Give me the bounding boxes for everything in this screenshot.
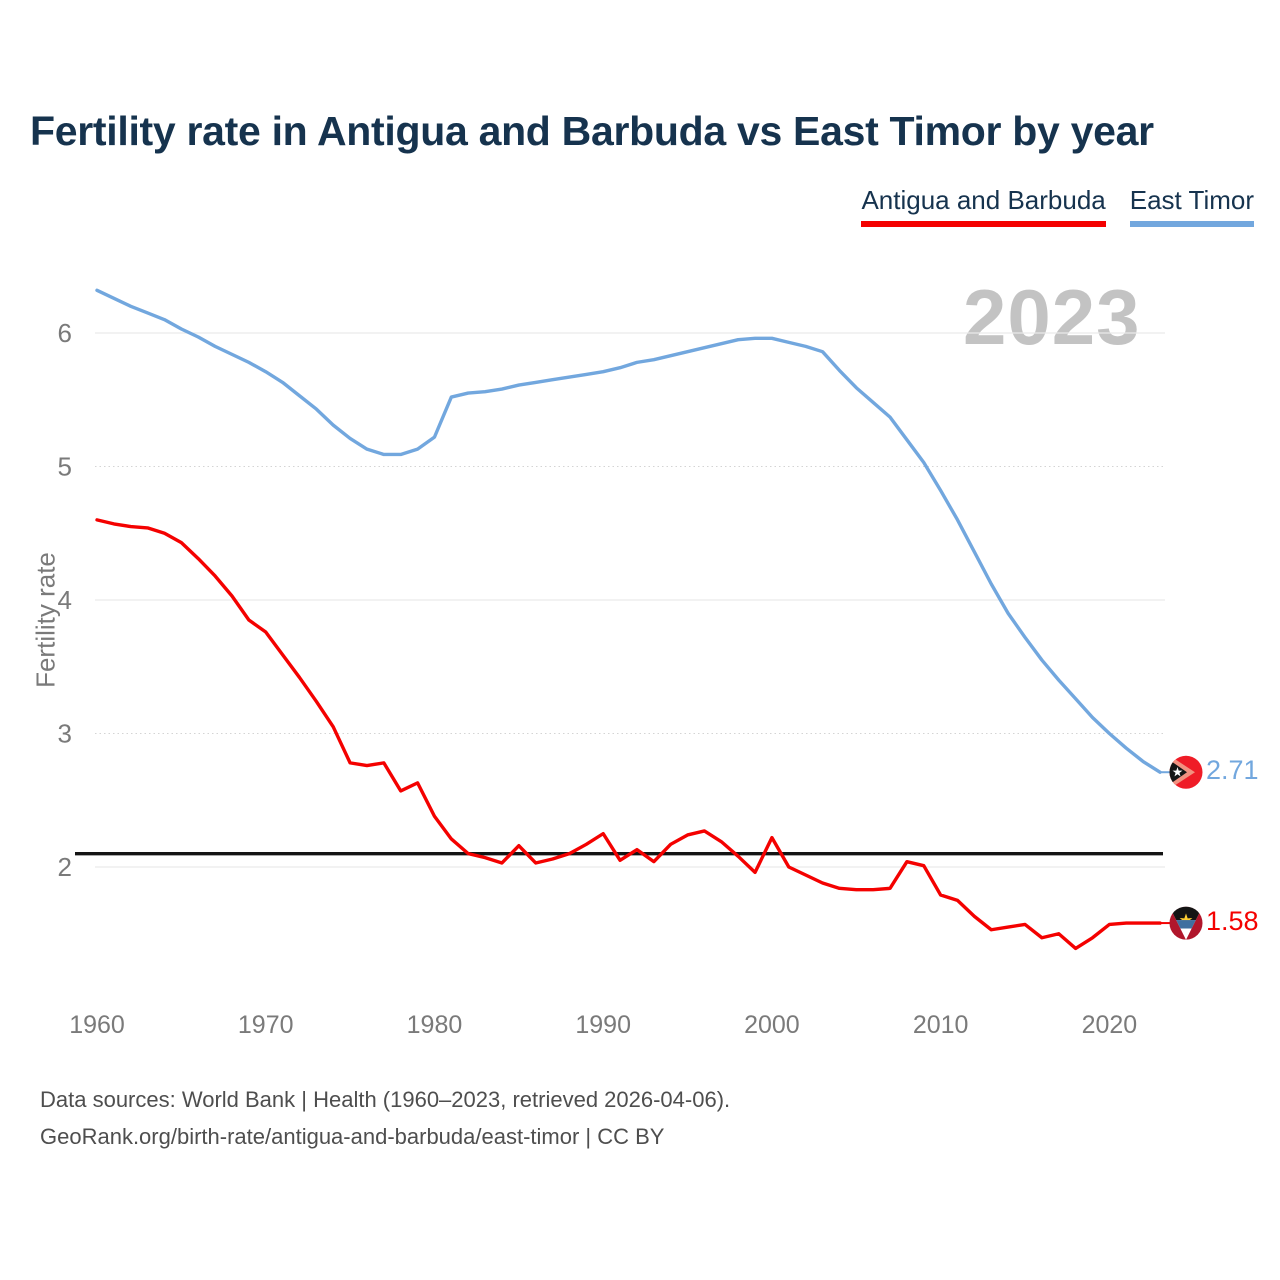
legend-item-antigua-and-barbuda: Antigua and Barbuda — [861, 185, 1106, 227]
y-tick-label-6: 6 — [58, 318, 72, 348]
y-tick-label-4: 4 — [58, 585, 72, 615]
x-tick-label-2000: 2000 — [744, 1011, 800, 1039]
y-tick-label-2: 2 — [58, 852, 72, 882]
watermark-year: 2023 — [963, 273, 1141, 361]
x-tick-label-1980: 1980 — [407, 1011, 463, 1039]
footer: Data sources: World Bank | Health (1960–… — [40, 1082, 730, 1156]
series-line-0 — [95, 518, 1162, 951]
x-tick-label-1970: 1970 — [238, 1011, 294, 1039]
x-tick-label-2010: 2010 — [913, 1011, 969, 1039]
page-title: Fertility rate in Antigua and Barbuda vs… — [30, 108, 1154, 154]
x-tick-label-2020: 2020 — [1082, 1011, 1138, 1039]
footer-attribution-line: GeoRank.org/birth-rate/antigua-and-barbu… — [40, 1123, 665, 1149]
y-tick-label-5: 5 — [58, 452, 72, 482]
x-tick-label-1990: 1990 — [575, 1011, 631, 1039]
series-line-1 — [95, 288, 1162, 774]
x-tick-label-1960: 1960 — [69, 1011, 125, 1039]
antigua-end-value-label: 1.58 — [1206, 906, 1259, 937]
footer-sources-line: Data sources: World Bank | Health (1960–… — [40, 1087, 731, 1112]
legend: Antigua and Barbuda East Timor — [861, 185, 1254, 227]
antigua-and-barbuda-flag-icon — [1169, 906, 1203, 940]
east-timor-flag-icon — [1169, 755, 1203, 789]
east-timor-end-value-label: 2.71 — [1206, 755, 1259, 786]
legend-item-east-timor: East Timor — [1129, 185, 1254, 227]
plot-layer: 6 5 4 3 2 1960 1970 1980 1990 2000 2010 2020 — [58, 288, 1170, 1039]
y-tick-label-3: 3 — [58, 719, 72, 749]
